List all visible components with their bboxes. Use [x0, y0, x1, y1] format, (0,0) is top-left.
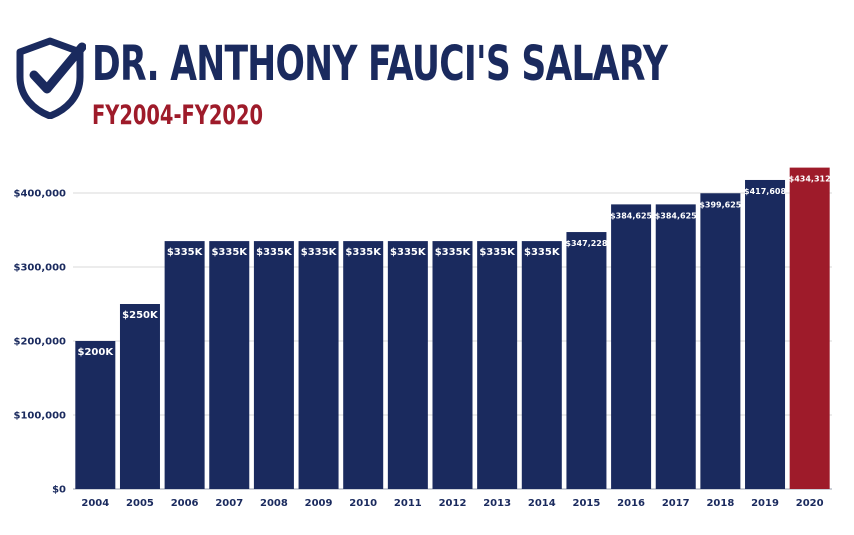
bar — [432, 241, 473, 489]
x-tick-label: 2020 — [796, 498, 824, 509]
bar — [477, 241, 518, 489]
bar — [521, 241, 562, 489]
bar — [75, 341, 116, 489]
x-tick-label: 2011 — [394, 498, 422, 509]
bar-data-label: $335K — [390, 247, 427, 258]
bar-data-label: $384,625 — [610, 211, 652, 220]
y-tick-label: $200,000 — [13, 337, 66, 348]
bar — [298, 241, 339, 489]
bar — [655, 204, 696, 489]
bar-data-label: $335K — [345, 247, 382, 258]
bar-data-label: $250K — [122, 310, 159, 321]
bar-data-label: $399,625 — [699, 200, 741, 209]
bar — [209, 241, 250, 489]
bar — [119, 304, 160, 489]
x-tick-label: 2015 — [573, 498, 601, 509]
bar-data-label: $335K — [211, 247, 248, 258]
bar-data-label: $434,312 — [789, 175, 831, 184]
bar-data-label: $417,608 — [744, 187, 786, 196]
bar-data-label: $200K — [78, 347, 115, 358]
x-tick-label: 2016 — [617, 498, 645, 509]
bar — [611, 204, 652, 489]
bar-data-label: $335K — [479, 247, 516, 258]
x-tick-label: 2014 — [528, 498, 556, 509]
shield-check-icon — [16, 37, 86, 119]
bar-data-label: $335K — [301, 247, 338, 258]
bar-data-label: $335K — [435, 247, 472, 258]
chart-header: DR. ANTHONY FAUCI'S SALARY FY2004-FY2020 — [0, 0, 854, 150]
bar-data-label: $335K — [524, 247, 561, 258]
y-tick-label: $0 — [52, 485, 66, 496]
x-tick-label: 2009 — [305, 498, 333, 509]
bar — [387, 241, 428, 489]
bar — [745, 179, 786, 489]
bar — [566, 232, 607, 490]
x-tick-label: 2004 — [81, 498, 109, 509]
bar-data-label: $335K — [167, 247, 204, 258]
bar-data-label: $335K — [256, 247, 293, 258]
bar — [700, 193, 741, 489]
chart-subtitle: FY2004-FY2020 — [92, 100, 263, 131]
x-tick-label: 2006 — [171, 498, 199, 509]
y-tick-label: $400,000 — [13, 189, 66, 200]
x-tick-label: 2010 — [349, 498, 377, 509]
x-tick-label: 2007 — [215, 498, 243, 509]
x-tick-label: 2018 — [706, 498, 734, 509]
x-tick-label: 2012 — [439, 498, 467, 509]
bar — [343, 241, 384, 489]
x-tick-label: 2008 — [260, 498, 288, 509]
bar — [789, 167, 830, 489]
x-tick-label: 2019 — [751, 498, 779, 509]
bar-data-label: $347,228 — [565, 239, 607, 248]
bar-data-label: $384,625 — [655, 211, 697, 220]
y-tick-label: $300,000 — [13, 263, 66, 274]
y-tick-label: $100,000 — [13, 411, 66, 422]
chart-title: DR. ANTHONY FAUCI'S SALARY — [92, 36, 668, 92]
x-tick-label: 2005 — [126, 498, 154, 509]
bar — [164, 241, 205, 489]
x-tick-label: 2013 — [483, 498, 511, 509]
bar — [253, 241, 294, 489]
x-tick-label: 2017 — [662, 498, 690, 509]
